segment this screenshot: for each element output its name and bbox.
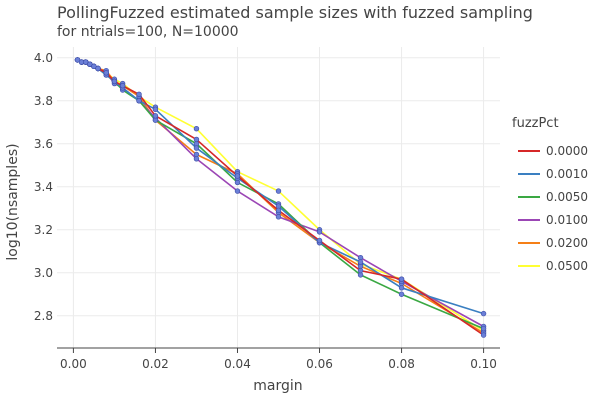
data-point (91, 63, 97, 70)
legend-label: 0.0100 (546, 213, 588, 227)
y-tick-label: 3.4 (34, 180, 53, 194)
data-point (398, 276, 405, 282)
data-point (316, 229, 323, 235)
legend-label: 0.0200 (546, 236, 588, 250)
legend-item[interactable]: 0.0100 (518, 213, 588, 227)
data-point (193, 136, 200, 143)
y-axis-label: log10(nsamples) (5, 143, 21, 260)
data-point (83, 59, 89, 65)
x-tick-label: 0.06 (306, 357, 333, 371)
data-point (398, 291, 405, 297)
legend: fuzzPct 0.00000.00100.00500.01000.02000.… (512, 116, 588, 273)
data-point (480, 325, 487, 332)
data-point (275, 214, 282, 220)
data-point (119, 82, 126, 89)
data-point (316, 237, 323, 244)
y-tick-label: 3.0 (34, 266, 53, 280)
data-point (480, 310, 487, 317)
data-point (152, 113, 159, 119)
data-point (357, 267, 364, 274)
chart-title: PollingFuzzed estimated sample sizes wit… (57, 3, 533, 22)
data-point (398, 285, 405, 291)
data-point (193, 145, 200, 151)
legend-item[interactable]: 0.0000 (518, 144, 588, 158)
legend-item[interactable]: 0.0010 (518, 167, 588, 181)
data-point (480, 332, 487, 338)
data-point (95, 65, 101, 72)
grid-lines (57, 47, 500, 348)
data-point (152, 106, 159, 113)
data-markers (74, 57, 487, 338)
legend-item[interactable]: 0.0500 (518, 259, 588, 273)
data-point (87, 61, 93, 67)
chart-subtitle: for ntrials=100, N=10000 (57, 24, 239, 40)
data-point (103, 70, 109, 76)
x-tick-label: 0.02 (142, 357, 169, 371)
legend-label: 0.0010 (546, 167, 588, 181)
legend-item[interactable]: 0.0200 (518, 236, 588, 250)
data-point (193, 156, 200, 162)
data-point (136, 91, 142, 98)
data-point (136, 98, 142, 104)
data-point (275, 188, 282, 194)
y-tick-label: 2.8 (34, 309, 53, 323)
legend-item[interactable]: 0.0050 (518, 190, 588, 204)
legend-label: 0.0050 (546, 190, 588, 204)
legend-label: 0.0500 (546, 259, 588, 273)
data-point (234, 173, 241, 179)
legend-label: 0.0000 (546, 144, 588, 158)
y-tick-label: 4.0 (34, 51, 53, 65)
x-tick-label: 0.08 (388, 357, 415, 371)
y-tick-label: 3.2 (34, 223, 53, 237)
x-axis-label: margin (253, 378, 302, 394)
axis-ticks: 0.00 0.02 0.04 0.06 0.08 0.10 2.8 3.0 3.2 3.4 3.6 3… (34, 51, 497, 371)
y-tick-label: 3.6 (34, 137, 53, 151)
x-tick-label: 0.10 (470, 357, 497, 371)
legend-items: 0.0000 0.0010 0.0050 0.0100 0.0200 0.0500 (518, 144, 588, 273)
data-point (357, 259, 364, 265)
x-tick-label: 0.04 (224, 357, 251, 371)
data-point (74, 57, 81, 63)
legend-title: fuzzPct (512, 116, 559, 131)
data-point (193, 125, 200, 132)
y-tick-label: 3.8 (34, 94, 53, 108)
x-tick-label: 0.00 (60, 357, 87, 371)
data-point (234, 188, 241, 194)
data-point (111, 78, 118, 85)
data-point (275, 207, 282, 214)
